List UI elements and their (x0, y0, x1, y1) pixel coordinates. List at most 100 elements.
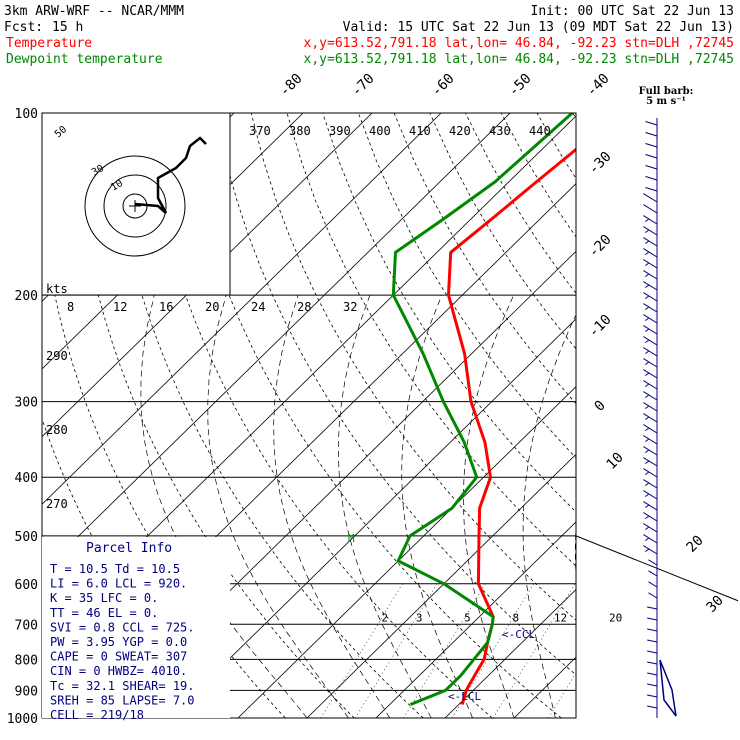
theta-low-label: 290 (46, 349, 68, 363)
theta-low-label: 280 (46, 423, 68, 437)
wind-barb-flag (645, 515, 650, 519)
moist-adiabat (522, 314, 576, 718)
wind-barb (643, 193, 658, 203)
wind-barb (643, 479, 658, 489)
theta-tick-label: 380 (289, 124, 311, 138)
isotherm-tick-label: -10 (586, 312, 615, 341)
wind-barb (643, 325, 658, 335)
hodograph-ring-outer (84, 155, 186, 257)
wind-barb (643, 391, 658, 401)
wind-barb-flag (645, 317, 650, 321)
theta-low-label: 270 (46, 497, 68, 511)
wind-barb (647, 650, 658, 654)
parcel-info-row: SVI = 0.8 CCL = 725. (50, 620, 195, 634)
wind-barb-flag (645, 438, 650, 442)
isotherm-line (583, 113, 740, 718)
pressure-tick-label: 600 (15, 578, 38, 593)
hodograph: 50 30 10 kts (41, 112, 231, 296)
isotherm-tick-label: -20 (586, 232, 615, 261)
moist-adiabat (463, 294, 515, 718)
wind-barb-flag (645, 295, 650, 299)
pressure-tick-label: 300 (15, 396, 38, 411)
isotherm-tick-label: -60 (429, 71, 458, 100)
wind-barb (648, 581, 658, 588)
wind-barb (643, 468, 658, 478)
isotherm-tick-label: 20 (684, 533, 707, 556)
theta-tick-label: 370 (249, 124, 271, 138)
mixing-ratio-label: 3 (416, 611, 423, 624)
moist-adiabat (617, 295, 689, 718)
dry-adiabat (608, 113, 740, 718)
parcel-info-row: K = 35 LFC = 0. (50, 591, 158, 605)
wind-barb-flag (645, 218, 650, 222)
wind-barb (643, 512, 658, 522)
wind-barb (647, 639, 658, 643)
pressure-tick-label: 800 (15, 653, 38, 668)
wind-barb (643, 281, 658, 291)
dry-adiabat (286, 113, 576, 567)
pressure-tick-label: 700 (15, 618, 38, 633)
theta-tick-label: 390 (329, 124, 351, 138)
wind-barb (647, 606, 658, 610)
parcel-info-frame (42, 537, 230, 718)
isotherm-line (444, 589, 576, 718)
mixing-ratio-label: 5 (464, 611, 471, 624)
dry-adiabat (716, 113, 740, 718)
pressure-tick-label: 1000 (7, 712, 38, 727)
wind-axis-label: 12 (113, 300, 127, 314)
moist-adiabat (401, 294, 473, 718)
dry-adiabat (572, 113, 576, 120)
forecast-hour: 15 h (52, 20, 83, 35)
mixing-ratio-label: 12 (554, 611, 567, 624)
pressure-tick-label: 100 (15, 107, 38, 122)
mixing-ratio-line (548, 672, 576, 718)
wind-barb (643, 336, 658, 346)
hodograph-units: kts (46, 282, 68, 296)
dry-adiabat (322, 113, 576, 513)
wind-barb (645, 143, 658, 148)
wind-barb-flag (645, 405, 650, 409)
ccl-marker: <-CCL (502, 628, 535, 641)
mixing-ratio-label: 2 (381, 611, 388, 624)
m-marker: M (348, 532, 355, 545)
dry-adiabat (536, 113, 576, 180)
wind-barb-cluster (659, 659, 677, 717)
wind-barb (645, 132, 658, 137)
temperature-profile (447, 147, 576, 705)
wind-axis-label: 20 (205, 300, 219, 314)
wind-barb-flag (645, 482, 650, 486)
wind-axis-label: 24 (251, 300, 265, 314)
wind-barb-flag (645, 548, 650, 552)
plot-frame (41, 112, 577, 719)
parcel-info-row: TT = 46 EL = 0. (50, 606, 158, 620)
wind-barb (645, 176, 658, 181)
wind-barb-flag (645, 339, 650, 343)
wind-barb-flag (645, 416, 650, 420)
wind-barb (643, 369, 658, 379)
wind-barb-flag (645, 537, 650, 541)
theta-tick-label: 410 (409, 124, 431, 138)
parcel-info-title: Parcel Info (86, 541, 172, 556)
theta-tick-label: 440 (529, 124, 551, 138)
isotherm-line (721, 113, 740, 718)
model-title: 3km ARW-WRF -- NCAR/MMM (4, 4, 184, 19)
wind-barb (643, 303, 658, 313)
wind-barb (643, 248, 658, 258)
wind-barb-flag (645, 361, 650, 365)
wind-barb (645, 187, 658, 192)
wind-barb-flag (645, 328, 650, 332)
wind-barb-flag (645, 251, 650, 255)
wind-barb-flag (645, 504, 650, 508)
dry-adiabat (393, 113, 576, 405)
wind-barb-flag (645, 273, 650, 277)
wind-barb (643, 534, 658, 544)
wind-barb (643, 358, 658, 368)
temperature-legend: Temperature (6, 36, 92, 51)
valid-time: Valid: 15 UTC Sat 22 Jun 13 (09 MDT Sat … (343, 20, 734, 35)
isotherm-line (375, 521, 576, 718)
dry-adiabat (644, 113, 740, 718)
wind-barb (647, 705, 658, 709)
wind-barb-scale: 5 m s⁻¹ (646, 96, 686, 107)
wind-barb (643, 380, 658, 390)
